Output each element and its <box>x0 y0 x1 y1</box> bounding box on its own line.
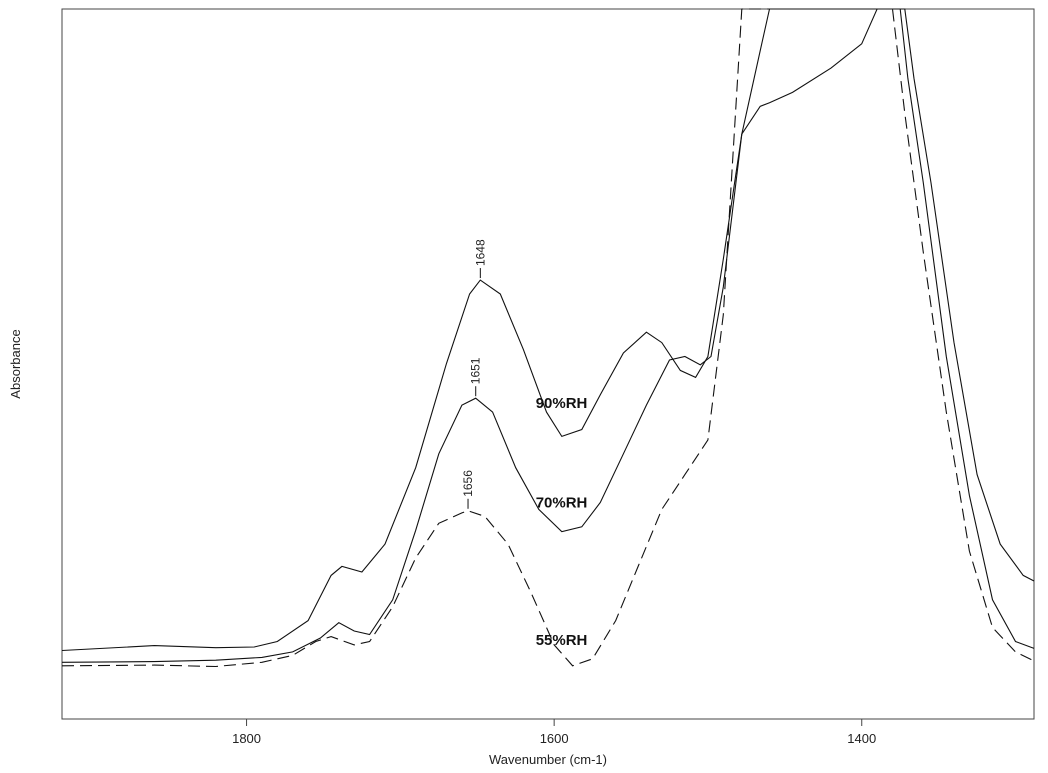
plot-frame <box>61 8 1035 720</box>
peak-label-0: 1648 <box>473 239 487 266</box>
x-tick-label: 1400 <box>847 731 876 746</box>
series-line-0 <box>61 8 1035 652</box>
peak-label-1: 1651 <box>469 357 483 384</box>
x-axis-label: Wavenumber (cm-1) <box>489 752 607 767</box>
series-group <box>61 8 1035 668</box>
series-line-2 <box>61 8 1035 668</box>
series-line-1 <box>61 8 1035 663</box>
series-labels: 90%RH 70%RH 55%RH <box>536 395 588 649</box>
x-tick-label: 1600 <box>540 731 569 746</box>
peak-label-2: 1656 <box>461 470 475 497</box>
series-label-0: 90%RH <box>536 395 588 412</box>
series-label-1: 70%RH <box>536 494 588 511</box>
x-axis-ticks: 1800 1600 1400 <box>232 719 876 746</box>
y-axis-label: Absorbance <box>8 329 23 398</box>
x-tick-label: 1800 <box>232 731 261 746</box>
series-label-2: 55%RH <box>536 632 588 649</box>
peak-markers: 1648 1651 1656 <box>461 239 487 509</box>
